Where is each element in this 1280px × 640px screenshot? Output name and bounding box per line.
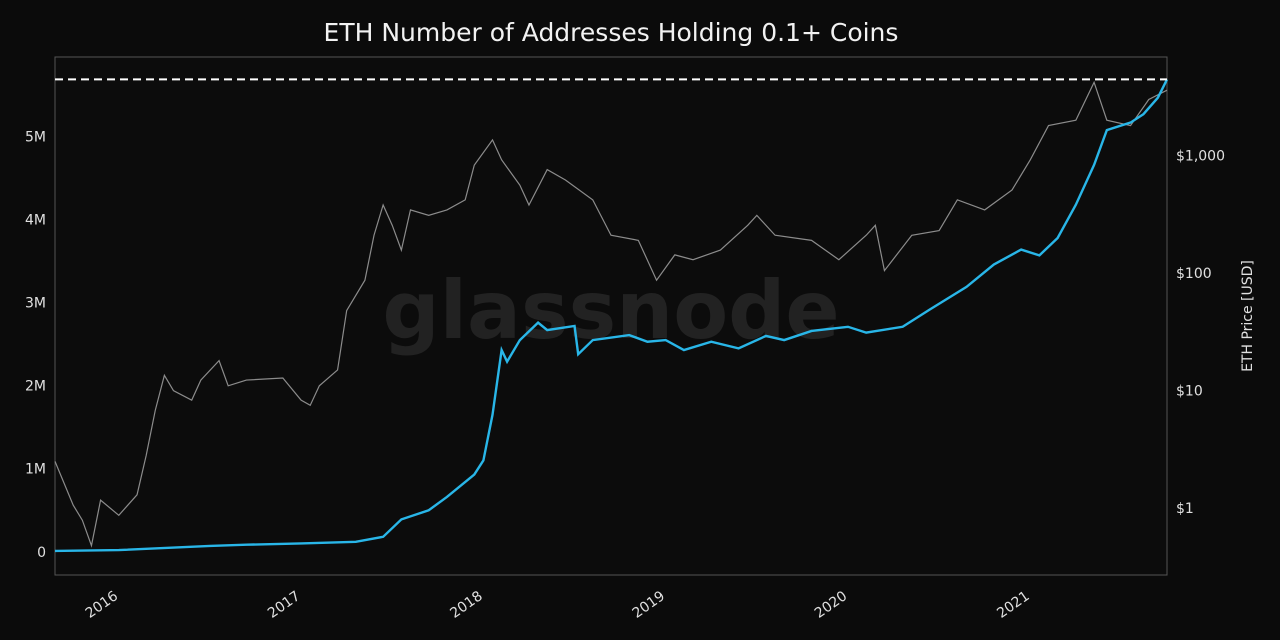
y-tick-label: 0 [37, 545, 46, 561]
y-tick-label: 5M [25, 130, 46, 146]
y-tick-label: 4M [25, 213, 46, 229]
y2-tick-label: $100 [1176, 266, 1212, 282]
y-tick-label: 3M [25, 296, 46, 312]
plot-area [54, 56, 1168, 576]
x-tick-label: 2018 [447, 588, 485, 622]
price-line [54, 80, 1168, 548]
watermark: glassnode [382, 264, 839, 357]
y2-tick-label: $1,000 [1176, 149, 1225, 165]
chart-title: ETH Number of Addresses Holding 0.1+ Coi… [323, 18, 899, 47]
addresses-line [54, 78, 1169, 553]
x-tick-label: 2019 [630, 588, 668, 622]
x-tick-label: 2020 [812, 588, 850, 622]
y-tick-label: 1M [25, 462, 46, 478]
y2-axis-label: ETH Price [USD] [1240, 260, 1256, 372]
y-tick-label: 2M [25, 379, 46, 395]
x-tick-label: 2016 [83, 588, 121, 622]
y2-tick-label: $10 [1176, 384, 1203, 400]
x-tick-label: 2017 [265, 588, 303, 622]
x-tick-label: 2021 [994, 588, 1032, 622]
y2-tick-label: $1 [1176, 501, 1194, 517]
